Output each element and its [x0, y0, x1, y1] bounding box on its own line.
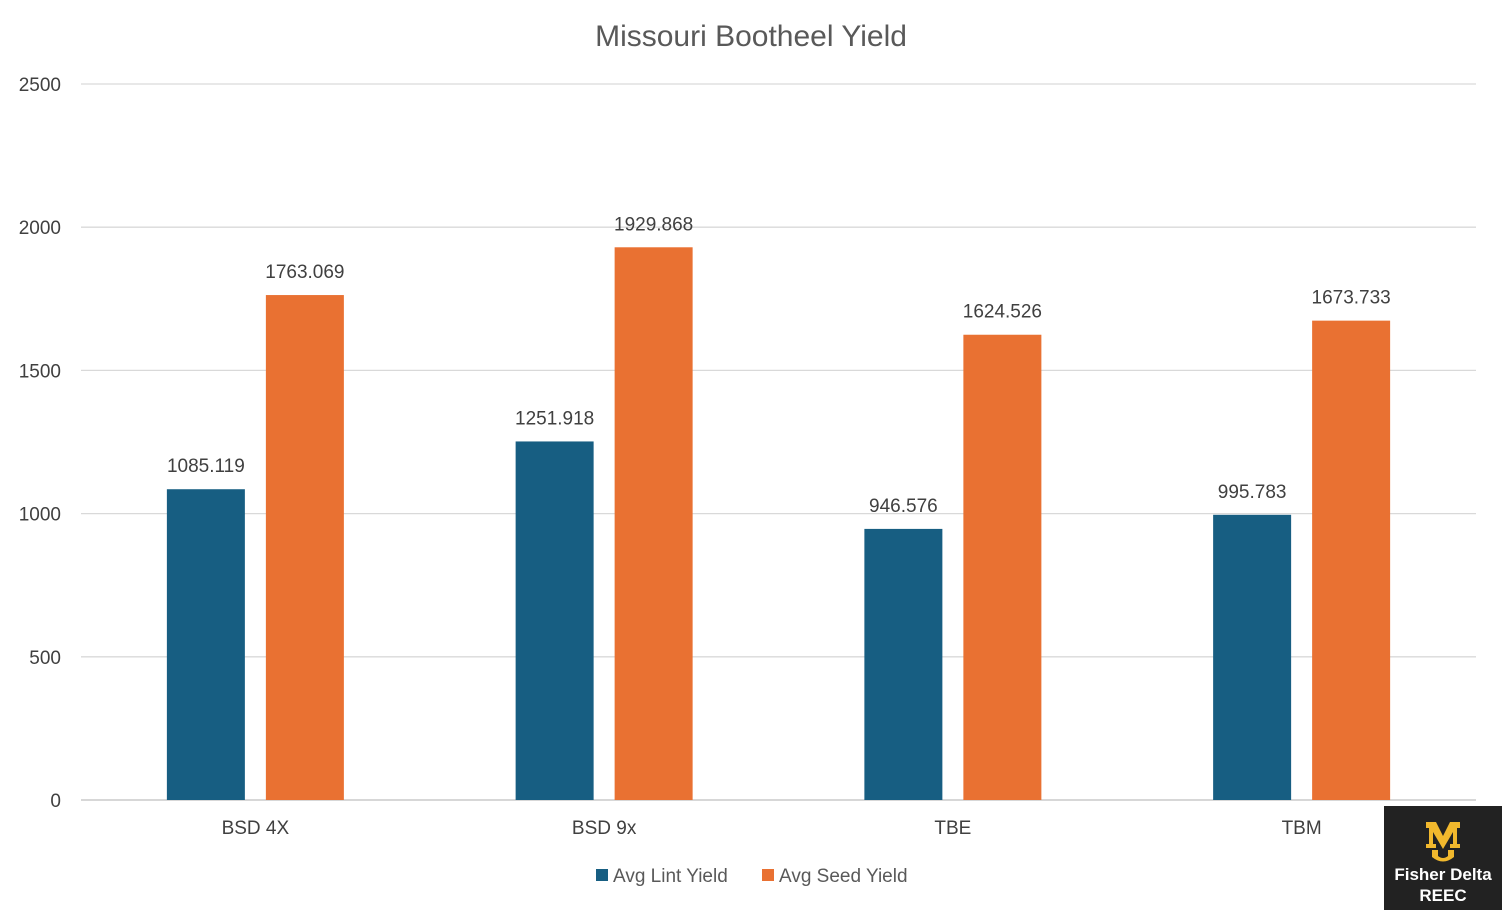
data-label: 946.576: [869, 496, 938, 517]
legend-swatch-0: [596, 869, 608, 881]
bar-seed-3: [1312, 320, 1391, 800]
data-label: 1624.526: [963, 302, 1042, 323]
bar-lint-3: [1213, 514, 1292, 800]
bars: [166, 247, 1391, 800]
data-labels: 1085.119 1763.069 1251.918 1929.868 946.576 1…: [167, 214, 1391, 517]
data-label: 1085.119: [167, 456, 245, 477]
legend-swatch-1: [762, 869, 774, 881]
y-tick-label: 500: [29, 648, 61, 669]
bar-seed-2: [963, 334, 1042, 800]
bar-lint-0: [166, 489, 245, 800]
mizzou-mu-icon: [1426, 822, 1460, 862]
logo-line-2: REEC: [1419, 886, 1466, 905]
legend: Avg Lint Yield Avg Seed Yield: [596, 866, 908, 887]
data-label: 995.783: [1218, 482, 1287, 503]
category-label: TBM: [1282, 818, 1322, 839]
bar-lint-1: [515, 441, 594, 800]
legend-label-1: Avg Seed Yield: [779, 866, 908, 887]
y-tick-label: 2000: [19, 218, 61, 239]
category-label: TBE: [934, 818, 971, 839]
y-tick-label: 0: [50, 791, 61, 812]
bar-seed-0: [265, 295, 344, 800]
university-logo: Fisher Delta REEC: [1384, 806, 1502, 910]
y-tick-label: 1500: [19, 361, 61, 382]
legend-label-0: Avg Lint Yield: [613, 866, 728, 887]
bar-lint-2: [864, 528, 943, 800]
data-label: 1763.069: [265, 262, 344, 283]
bar-seed-1: [614, 247, 693, 800]
data-label: 1251.918: [515, 408, 594, 429]
category-label: BSD 4X: [222, 818, 290, 839]
data-label: 1673.733: [1312, 288, 1391, 309]
logo-line-1: Fisher Delta: [1394, 865, 1492, 884]
data-label: 1929.868: [614, 214, 693, 235]
y-axis-ticks: 0 500 1000 1500 2000 2500: [19, 75, 61, 812]
category-label: BSD 9x: [572, 818, 637, 839]
y-tick-label: 2500: [19, 75, 61, 96]
chart-title: Missouri Bootheel Yield: [595, 20, 907, 53]
x-axis-categories: BSD 4X BSD 9x TBE TBM: [222, 818, 1322, 839]
y-tick-label: 1000: [19, 505, 61, 526]
